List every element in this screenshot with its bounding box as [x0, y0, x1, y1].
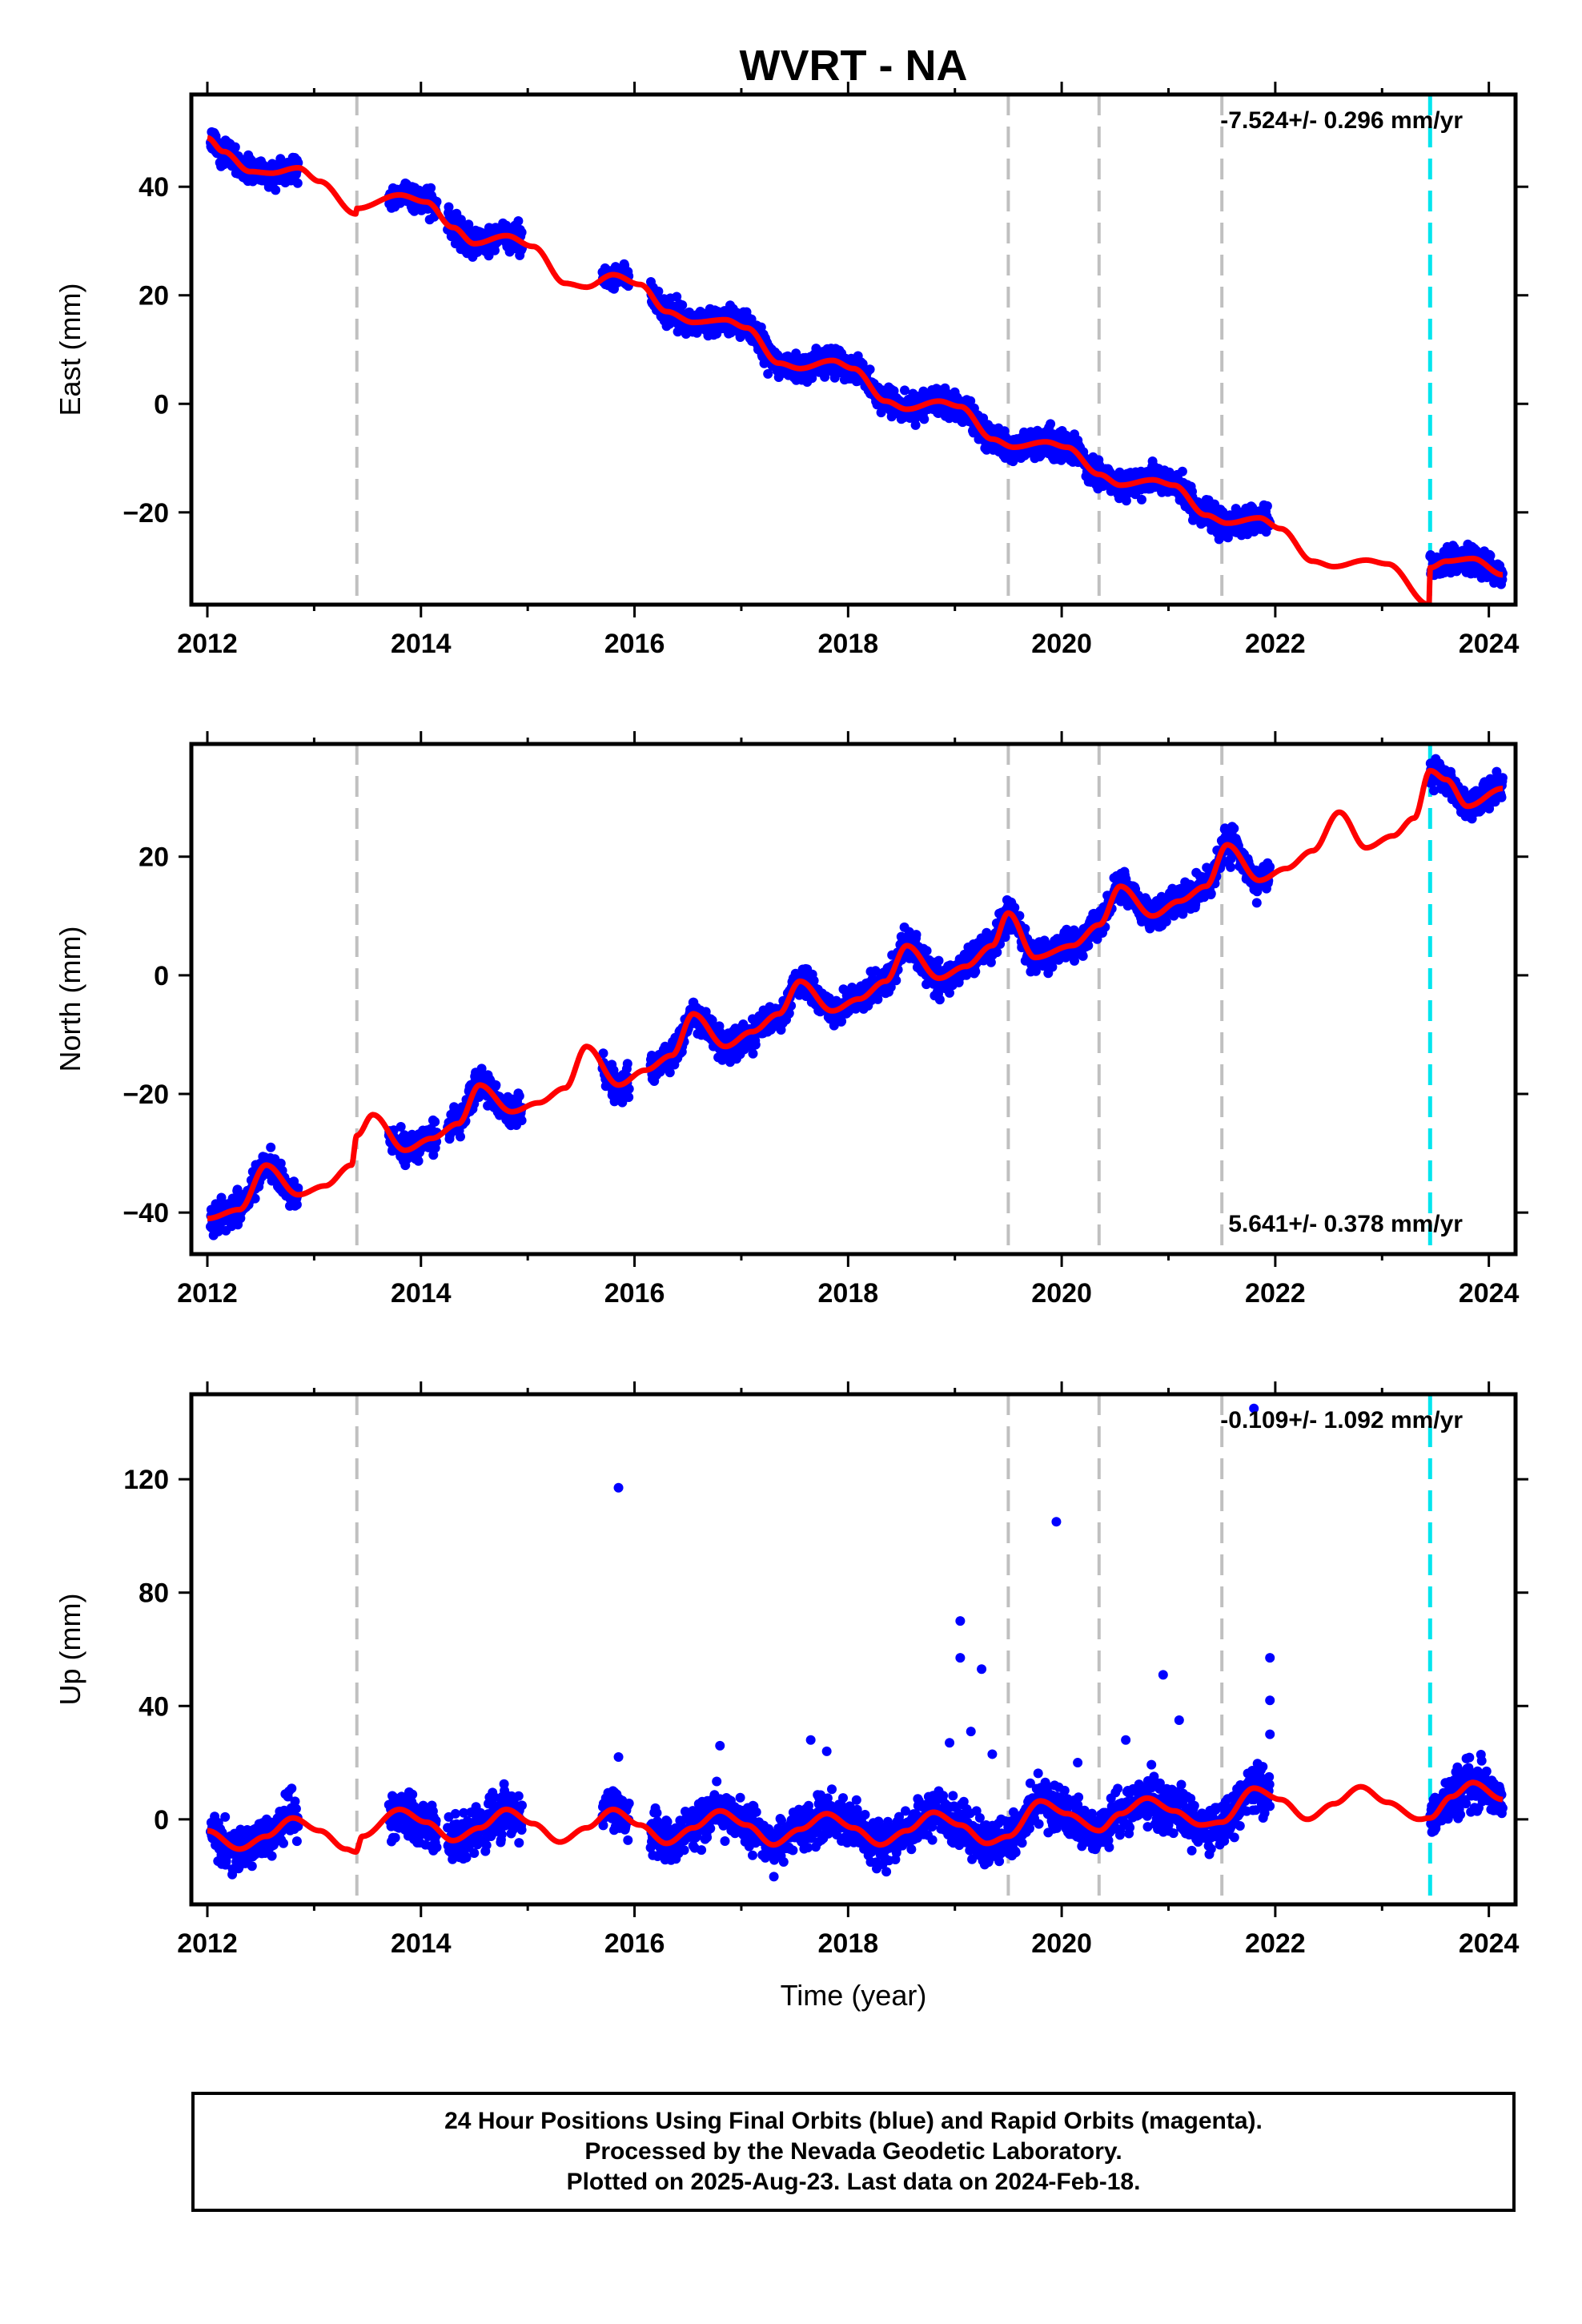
data-point	[1485, 550, 1496, 561]
rate-label: -7.524+/- 0.296 mm/yr	[1220, 107, 1463, 134]
plot-frame	[189, 92, 1518, 607]
data-point	[653, 286, 664, 296]
y-axis-title: East (mm)	[54, 283, 86, 416]
data-point	[1262, 501, 1272, 511]
data-point	[919, 414, 930, 424]
data-point	[873, 994, 883, 1004]
data-point	[490, 245, 500, 255]
model-line	[205, 135, 1505, 605]
x-tick-label: 2022	[1245, 629, 1306, 659]
data-point	[677, 300, 688, 310]
data-point	[970, 967, 981, 977]
data-point	[624, 1092, 634, 1103]
data-point	[1226, 862, 1236, 872]
y-tick-label: 0	[154, 389, 169, 420]
data-point	[491, 1080, 501, 1090]
data-point	[430, 1116, 440, 1127]
data-point	[513, 216, 524, 226]
y-tick-label: 40	[139, 172, 169, 203]
data-point	[413, 1156, 424, 1166]
data-point	[396, 1122, 406, 1132]
data-point	[514, 1091, 524, 1101]
data-point	[1206, 888, 1216, 899]
data-point	[748, 1048, 758, 1059]
data-point	[992, 947, 1002, 958]
x-tick-label: 2024	[1459, 629, 1520, 659]
data-point	[900, 385, 909, 396]
data-point	[1121, 496, 1131, 506]
plot-area	[205, 744, 1508, 1254]
data-point	[865, 364, 875, 375]
y-tick-label: 20	[139, 281, 169, 312]
x-tick-label: 2014	[391, 629, 452, 659]
data-point	[292, 178, 303, 188]
plot-area	[205, 94, 1508, 605]
north-panel: 2012 2014 2016 2018 2020 2022 2024−40−20020Nor…	[54, 731, 1528, 1309]
data-point	[672, 292, 682, 302]
data-point	[266, 1142, 276, 1152]
chart-title: WVRT - NA	[740, 42, 968, 90]
y-tick-label: −20	[122, 498, 169, 529]
x-tick-label: 2016	[604, 629, 665, 659]
data-point	[1137, 494, 1146, 505]
data-point	[456, 1132, 465, 1142]
data-point	[750, 1039, 761, 1050]
data-point	[921, 946, 932, 956]
data-point	[763, 368, 773, 379]
data-point	[444, 202, 454, 212]
data-point	[275, 1158, 286, 1168]
data-point	[934, 955, 944, 966]
data-point	[911, 930, 921, 940]
x-tick-label: 2018	[818, 629, 879, 659]
data-point	[791, 348, 801, 359]
east-panel: 2012 2014 2016 2018 2020 2022 2024 −20 0 20 40 East…	[54, 82, 1528, 659]
data-point	[1083, 940, 1094, 951]
data-point	[1265, 862, 1275, 872]
data-point	[250, 1193, 260, 1204]
data-point	[1214, 534, 1224, 545]
x-tick-label: 2012	[177, 629, 238, 659]
data-point	[293, 1183, 303, 1193]
data-point	[1177, 466, 1187, 476]
data-point	[934, 995, 945, 1005]
data-point	[807, 373, 817, 384]
data-point	[426, 183, 436, 193]
data-point	[271, 185, 281, 195]
data-point	[516, 227, 527, 238]
data-point	[622, 1059, 632, 1069]
data-point	[910, 420, 921, 430]
data-point	[1078, 951, 1088, 961]
data-point	[1046, 419, 1056, 429]
data-point	[1161, 916, 1171, 927]
data-point	[1229, 823, 1239, 834]
data-point	[1251, 898, 1262, 908]
data-point	[291, 1200, 302, 1210]
x-tick-label: 2020	[1031, 629, 1092, 659]
data-point	[516, 1116, 527, 1126]
data-point	[230, 142, 240, 152]
data-point	[966, 396, 976, 406]
